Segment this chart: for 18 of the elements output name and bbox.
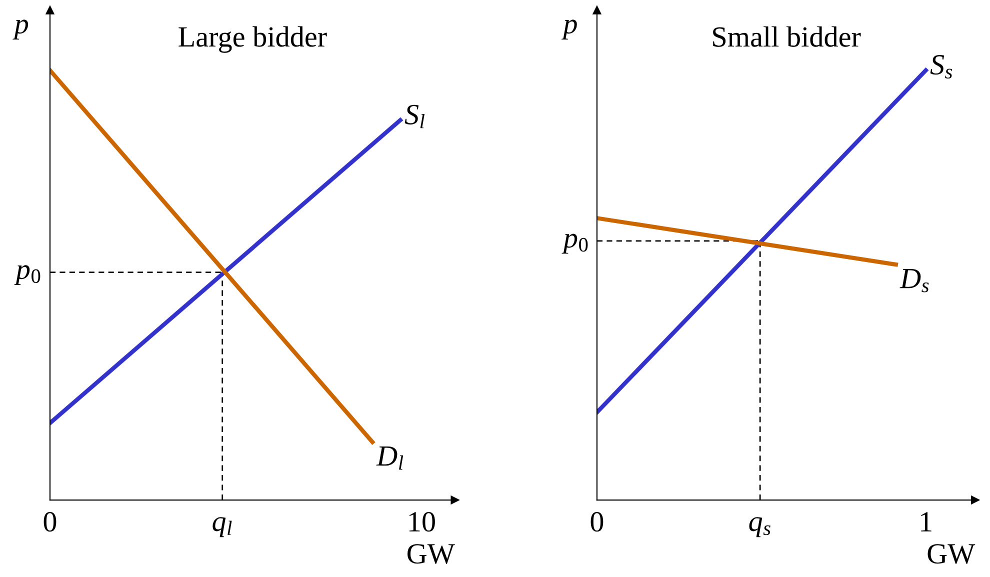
chart-title: Small bidder [713,26,861,47]
x-tick-label: 0 [44,512,56,532]
x-axis-title: GW [928,544,976,564]
series-label: D$_{l}$ [376,446,404,470]
chart-title: Large bidder [178,26,327,53]
x-tick-label: q$_{l}$ [212,517,232,538]
series-label: S$_{s}$ [930,55,952,79]
y-axis-title: p [561,20,577,40]
x-tick-label: q$_{s}$ [749,517,770,538]
x-tick-label: 0 [590,512,604,532]
ref-line-label: p$_{0}$ [562,234,588,254]
y-axis-title: p [12,20,28,40]
series-label: S$_{l}$ [404,104,425,128]
x-tick-label: 1 [921,512,932,532]
x-axis-title: GW [408,544,455,564]
series-label: D$_{s}$ [900,268,929,292]
ref-line-label: p$_{0}$ [14,265,40,286]
x-tick-label: 10 [409,512,435,532]
